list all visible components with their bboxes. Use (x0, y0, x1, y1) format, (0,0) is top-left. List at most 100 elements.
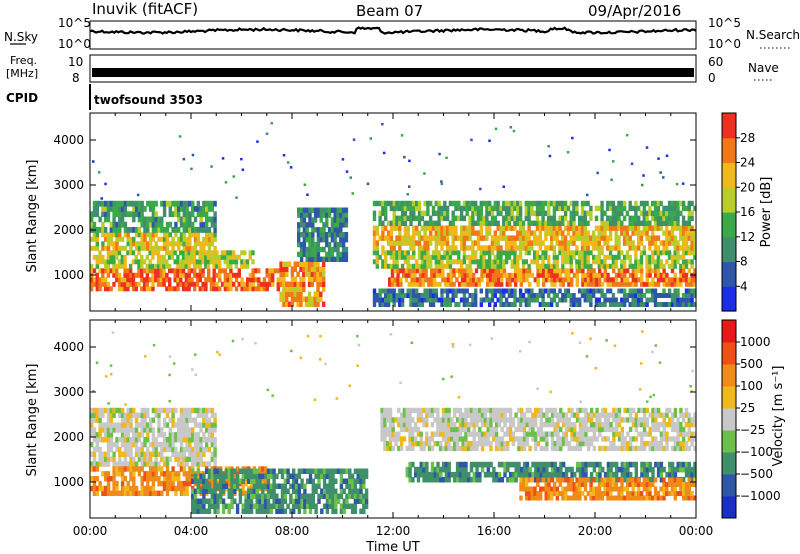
heatmap-cell (637, 215, 641, 222)
heatmap-cell (339, 232, 343, 238)
heatmap-cell (148, 241, 153, 247)
heatmap-cell (493, 200, 497, 207)
heatmap-cell (98, 461, 102, 467)
heatmap-cell (372, 293, 377, 298)
heatmap-cell (670, 293, 675, 298)
heatmap-cell (117, 263, 122, 269)
heatmap-cell (483, 407, 488, 414)
heatmap-cell (420, 263, 424, 269)
heatmap-cell (249, 498, 254, 504)
heatmap-cell (445, 240, 450, 246)
heatmap-cell (210, 200, 214, 207)
heatmap-cell (659, 220, 663, 226)
heatmap-cell (434, 225, 438, 231)
heatmap-cell (223, 277, 228, 283)
heatmap-cell (451, 200, 455, 207)
heatmap-cell (109, 427, 113, 433)
heatmap-cell (583, 297, 587, 303)
heatmap-cell (210, 236, 214, 242)
heatmap-cell (489, 412, 493, 418)
heatmap-cell (612, 426, 616, 433)
heatmap-cell (395, 225, 399, 231)
heatmap-cell (434, 254, 438, 260)
heatmap-cell (503, 412, 507, 418)
heatmap-cell (140, 200, 144, 207)
heatmap-cell (165, 263, 169, 269)
heatmap-cell (606, 426, 610, 433)
heatmap-cell (656, 235, 661, 241)
heatmap-cell (196, 483, 200, 489)
heatmap-cell (687, 210, 691, 217)
heatmap-cell (330, 246, 335, 253)
heatmap-cell (207, 488, 212, 494)
heatmap-cell (600, 200, 604, 207)
heatmap-cell (271, 281, 275, 287)
heatmap-cell (445, 245, 450, 251)
heatmap-cell (205, 232, 209, 238)
heatmap-cell (662, 445, 666, 452)
heatmap-cell (639, 240, 644, 246)
heatmap-cell (303, 488, 307, 494)
heatmap-cell (558, 225, 562, 231)
heatmap-cell (465, 254, 469, 260)
heatmap-cell (143, 437, 147, 443)
heatmap-cell (563, 259, 568, 265)
heatmap-cell (145, 268, 150, 274)
heatmap-cell (409, 220, 413, 226)
heatmap-cell (299, 232, 304, 238)
heatmap-cell (322, 232, 326, 238)
heatmap-cell (287, 301, 292, 307)
heatmap-cell (134, 432, 139, 438)
heatmap-cell (320, 488, 324, 494)
heatmap-cell (475, 422, 479, 428)
heatmap-cell (561, 200, 565, 207)
heatmap-cell (140, 272, 144, 278)
heatmap-cell (474, 268, 479, 274)
heatmap-cell (573, 431, 577, 437)
heatmap-cell (210, 456, 214, 462)
heatmap-cell (297, 493, 301, 499)
heatmap-cell (642, 431, 647, 437)
heatmap-cell (187, 286, 191, 292)
heatmap-cell (140, 412, 144, 418)
heatmap-cell (634, 277, 638, 283)
heatmap-cell (673, 240, 677, 246)
heatmap-cell (665, 445, 669, 452)
heatmap-cell (419, 431, 423, 437)
heatmap-cell (297, 508, 301, 514)
heatmap-cell (407, 268, 411, 274)
heatmap-cell (173, 272, 177, 278)
heatmap-cell (297, 227, 301, 233)
heatmap-cell (445, 259, 450, 265)
heatmap-cell (608, 254, 613, 260)
heatmap-cell (209, 259, 213, 265)
heatmap-cell (507, 254, 512, 260)
heatmap-cell (575, 268, 579, 274)
heatmap-cell (398, 230, 402, 236)
heatmap-cell (154, 412, 158, 418)
heatmap-cell (637, 431, 641, 437)
heatmap-cell (589, 281, 593, 287)
heatmap-cell (513, 288, 517, 294)
heatmap-cell (510, 302, 514, 307)
heatmap-cell (531, 417, 535, 423)
heatmap-cell (586, 277, 591, 283)
heatmap-cell (156, 281, 161, 287)
heatmap-cell (631, 263, 635, 269)
heatmap-cell (528, 407, 532, 414)
heatmap-cell (233, 498, 237, 504)
heatmap-cell (558, 205, 562, 212)
heatmap-cell (140, 268, 144, 274)
heatmap-cell (254, 277, 258, 283)
heatmap-cell (408, 422, 412, 428)
heatmap-cell (316, 227, 321, 233)
heatmap-cell (302, 261, 306, 267)
heatmap-cell (667, 230, 672, 236)
heatmap-cell (626, 445, 630, 452)
freq-tick-low: 8 (72, 71, 80, 85)
heatmap-cell (148, 221, 153, 228)
heatmap-cell (549, 302, 554, 307)
heatmap-cell (104, 182, 107, 186)
heatmap-cell (496, 200, 500, 207)
